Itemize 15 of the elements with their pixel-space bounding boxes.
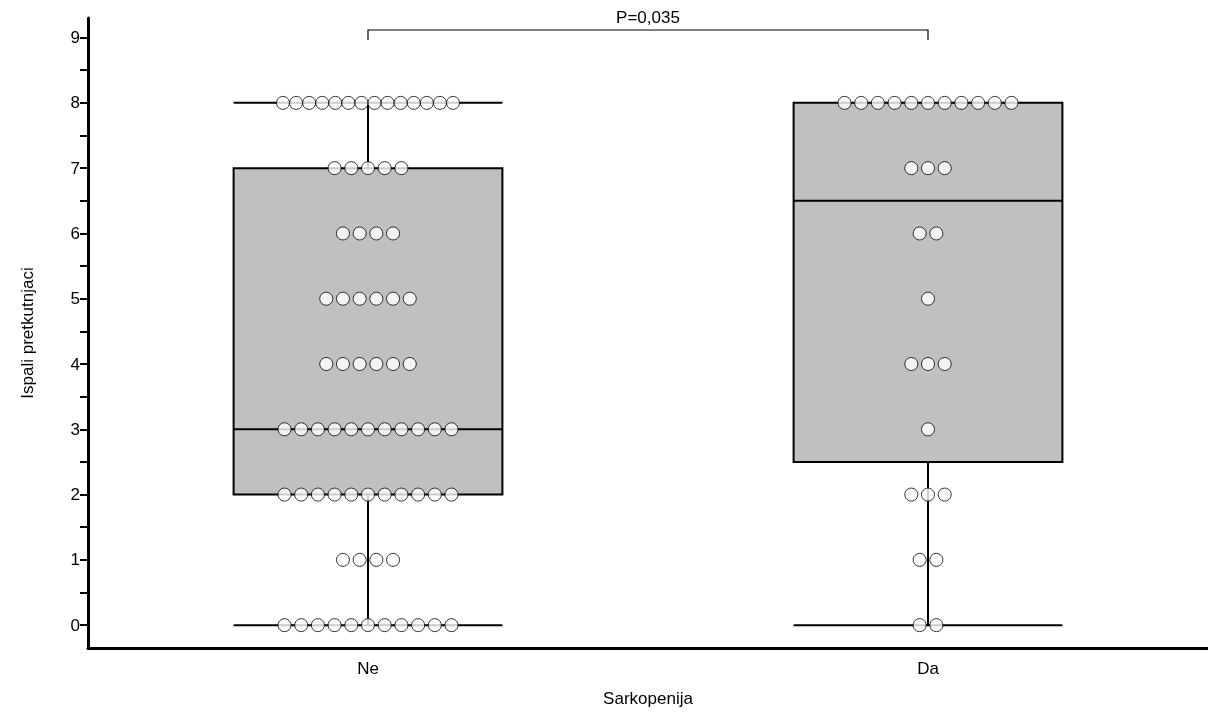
y-tick-label: 1	[70, 550, 80, 570]
y-tick-label: 0	[70, 615, 80, 635]
annotation: P=0,035	[616, 8, 680, 27]
y-tick-label: 7	[70, 158, 80, 178]
y-tick-label: 5	[70, 289, 80, 309]
y-tick-label: 8	[70, 93, 80, 113]
x-tick-label: Da	[917, 659, 940, 678]
y-tick-label: 9	[70, 28, 80, 48]
y-tick-label: 2	[70, 485, 80, 505]
x-axis-title: Sarkopenija	[603, 689, 694, 708]
y-axis-title: Ispali pretkutnjaci	[18, 267, 37, 399]
y-tick-label: 3	[70, 419, 80, 439]
y-tick-label: 6	[70, 223, 80, 243]
y-tick-label: 4	[70, 354, 80, 374]
x-tick-label: Ne	[357, 659, 379, 678]
